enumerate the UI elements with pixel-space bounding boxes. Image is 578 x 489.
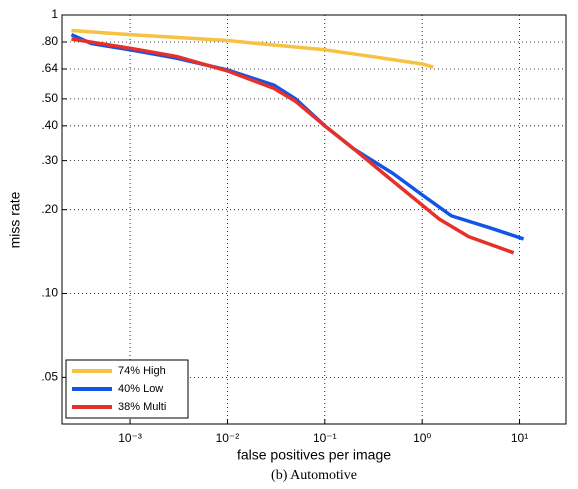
x-tick-label: 10⁰ bbox=[413, 431, 431, 445]
plot-area bbox=[61, 14, 567, 425]
series-line bbox=[71, 28, 434, 69]
y-tick-label: 1 bbox=[51, 7, 58, 21]
x-tick-label: 10¹ bbox=[511, 431, 528, 445]
x-tick-label: 10⁻¹ bbox=[313, 431, 337, 445]
y-tick-label: .05 bbox=[41, 370, 58, 384]
y-tick-label: .50 bbox=[41, 91, 58, 105]
y-tick-label: .40 bbox=[41, 118, 58, 132]
y-tick-label: .64 bbox=[41, 61, 58, 75]
legend-label: 38% Multi bbox=[118, 401, 166, 413]
series-line bbox=[71, 37, 515, 255]
x-tick-label: 10⁻² bbox=[216, 431, 240, 445]
y-tick-label: .20 bbox=[41, 202, 58, 216]
y-tick-label: .30 bbox=[41, 153, 58, 167]
x-axis-label: false positives per image bbox=[237, 447, 391, 463]
caption: (b) Automotive bbox=[271, 468, 357, 483]
y-tick-label: .10 bbox=[41, 286, 58, 300]
y-axis-label: miss rate bbox=[7, 191, 23, 248]
x-tick-label: 10⁻³ bbox=[118, 431, 142, 445]
legend-label: 74% High bbox=[118, 365, 166, 377]
legend-label: 40% Low bbox=[118, 383, 163, 395]
y-tick-label: .80 bbox=[41, 34, 58, 48]
